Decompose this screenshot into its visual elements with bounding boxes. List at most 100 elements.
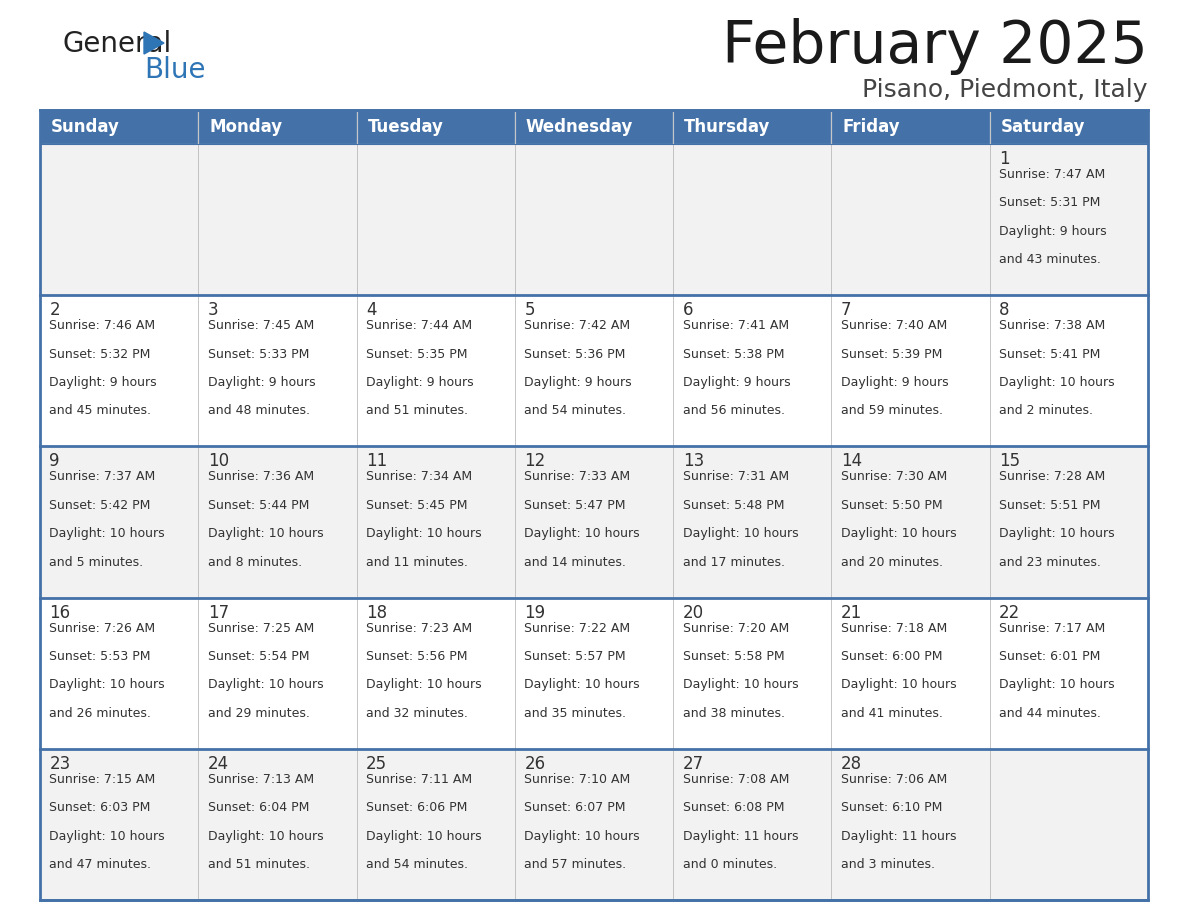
Text: Daylight: 10 hours: Daylight: 10 hours (208, 830, 323, 843)
Text: Sunset: 5:51 PM: Sunset: 5:51 PM (999, 498, 1101, 511)
Bar (674, 446, 832, 598)
Text: Sunrise: 7:26 AM: Sunrise: 7:26 AM (50, 621, 156, 634)
Text: and 54 minutes.: and 54 minutes. (524, 404, 626, 418)
Text: Sunset: 6:00 PM: Sunset: 6:00 PM (841, 650, 942, 663)
Text: Sunrise: 7:41 AM: Sunrise: 7:41 AM (683, 319, 789, 332)
Text: Daylight: 10 hours: Daylight: 10 hours (524, 678, 640, 691)
Text: and 26 minutes.: and 26 minutes. (50, 707, 151, 720)
Bar (356, 296, 514, 446)
Text: Sunrise: 7:23 AM: Sunrise: 7:23 AM (366, 621, 472, 634)
Text: 7: 7 (841, 301, 852, 319)
Text: Pisano, Piedmont, Italy: Pisano, Piedmont, Italy (862, 78, 1148, 102)
Text: Saturday: Saturday (1000, 118, 1086, 136)
Text: 20: 20 (683, 604, 703, 621)
Text: Sunset: 5:38 PM: Sunset: 5:38 PM (683, 348, 784, 361)
Text: 17: 17 (208, 604, 229, 621)
Text: Sunrise: 7:06 AM: Sunrise: 7:06 AM (841, 773, 947, 786)
Text: Sunset: 5:56 PM: Sunset: 5:56 PM (366, 650, 468, 663)
Text: Sunday: Sunday (51, 118, 120, 136)
Bar (40, 110, 1148, 900)
Text: Sunset: 5:50 PM: Sunset: 5:50 PM (841, 498, 942, 511)
Text: and 2 minutes.: and 2 minutes. (999, 404, 1093, 418)
Bar (356, 446, 514, 598)
Text: Sunrise: 7:18 AM: Sunrise: 7:18 AM (841, 621, 947, 634)
Text: Daylight: 10 hours: Daylight: 10 hours (841, 527, 956, 540)
Text: Daylight: 10 hours: Daylight: 10 hours (50, 678, 165, 691)
Text: Daylight: 10 hours: Daylight: 10 hours (683, 678, 798, 691)
Bar (198, 749, 356, 900)
Text: 6: 6 (683, 301, 693, 319)
Text: and 48 minutes.: and 48 minutes. (208, 404, 310, 418)
Text: Sunset: 5:33 PM: Sunset: 5:33 PM (208, 348, 309, 361)
Text: Sunrise: 7:25 AM: Sunrise: 7:25 AM (208, 621, 314, 634)
Text: 2: 2 (50, 301, 61, 319)
Text: Sunrise: 7:36 AM: Sunrise: 7:36 AM (208, 470, 314, 484)
Bar (514, 598, 674, 749)
Bar (40, 144, 198, 296)
Text: Daylight: 10 hours: Daylight: 10 hours (366, 527, 481, 540)
Bar (674, 144, 832, 296)
Text: Sunset: 5:32 PM: Sunset: 5:32 PM (50, 348, 151, 361)
Text: Sunrise: 7:31 AM: Sunrise: 7:31 AM (683, 470, 789, 484)
Bar (198, 110, 356, 144)
Text: 10: 10 (208, 453, 229, 470)
Bar (40, 110, 198, 144)
Text: 27: 27 (683, 755, 703, 773)
Bar (832, 110, 990, 144)
Bar (990, 749, 1148, 900)
Text: 22: 22 (999, 604, 1020, 621)
Text: Sunset: 5:36 PM: Sunset: 5:36 PM (524, 348, 626, 361)
Text: Sunset: 6:01 PM: Sunset: 6:01 PM (999, 650, 1100, 663)
Text: and 41 minutes.: and 41 minutes. (841, 707, 943, 720)
Text: 25: 25 (366, 755, 387, 773)
Text: and 56 minutes.: and 56 minutes. (683, 404, 784, 418)
Text: and 14 minutes.: and 14 minutes. (524, 555, 626, 568)
Text: Sunset: 5:39 PM: Sunset: 5:39 PM (841, 348, 942, 361)
Text: General: General (62, 30, 171, 58)
Text: Sunset: 5:45 PM: Sunset: 5:45 PM (366, 498, 468, 511)
Text: Sunrise: 7:44 AM: Sunrise: 7:44 AM (366, 319, 472, 332)
Text: Daylight: 10 hours: Daylight: 10 hours (524, 527, 640, 540)
Text: Sunset: 5:48 PM: Sunset: 5:48 PM (683, 498, 784, 511)
Bar (356, 598, 514, 749)
Text: Sunset: 6:07 PM: Sunset: 6:07 PM (524, 801, 626, 814)
Text: Sunrise: 7:37 AM: Sunrise: 7:37 AM (50, 470, 156, 484)
Text: Daylight: 9 hours: Daylight: 9 hours (841, 376, 948, 389)
Bar (990, 144, 1148, 296)
Text: and 38 minutes.: and 38 minutes. (683, 707, 784, 720)
Bar (832, 296, 990, 446)
Text: 19: 19 (524, 604, 545, 621)
Text: Daylight: 9 hours: Daylight: 9 hours (524, 376, 632, 389)
Text: Sunrise: 7:33 AM: Sunrise: 7:33 AM (524, 470, 631, 484)
Bar (356, 749, 514, 900)
Text: 3: 3 (208, 301, 219, 319)
Text: Sunset: 6:03 PM: Sunset: 6:03 PM (50, 801, 151, 814)
Bar (514, 446, 674, 598)
Text: Sunrise: 7:28 AM: Sunrise: 7:28 AM (999, 470, 1106, 484)
Text: Sunrise: 7:11 AM: Sunrise: 7:11 AM (366, 773, 472, 786)
Bar (198, 446, 356, 598)
Text: Sunset: 5:35 PM: Sunset: 5:35 PM (366, 348, 468, 361)
Text: Sunset: 5:31 PM: Sunset: 5:31 PM (999, 196, 1100, 209)
Text: Daylight: 10 hours: Daylight: 10 hours (366, 830, 481, 843)
Text: Sunrise: 7:10 AM: Sunrise: 7:10 AM (524, 773, 631, 786)
Text: 23: 23 (50, 755, 71, 773)
Text: Sunrise: 7:42 AM: Sunrise: 7:42 AM (524, 319, 631, 332)
Text: 18: 18 (366, 604, 387, 621)
Bar (514, 144, 674, 296)
Text: 24: 24 (208, 755, 229, 773)
Text: Daylight: 9 hours: Daylight: 9 hours (683, 376, 790, 389)
Text: Daylight: 11 hours: Daylight: 11 hours (683, 830, 798, 843)
Bar (832, 446, 990, 598)
Text: Blue: Blue (144, 56, 206, 84)
Text: 28: 28 (841, 755, 862, 773)
Text: Daylight: 9 hours: Daylight: 9 hours (50, 376, 157, 389)
Text: and 23 minutes.: and 23 minutes. (999, 555, 1101, 568)
Text: 5: 5 (524, 301, 535, 319)
Text: Sunrise: 7:17 AM: Sunrise: 7:17 AM (999, 621, 1106, 634)
Text: 26: 26 (524, 755, 545, 773)
Bar (674, 296, 832, 446)
Text: Daylight: 10 hours: Daylight: 10 hours (524, 830, 640, 843)
Text: and 29 minutes.: and 29 minutes. (208, 707, 310, 720)
Text: Thursday: Thursday (684, 118, 771, 136)
